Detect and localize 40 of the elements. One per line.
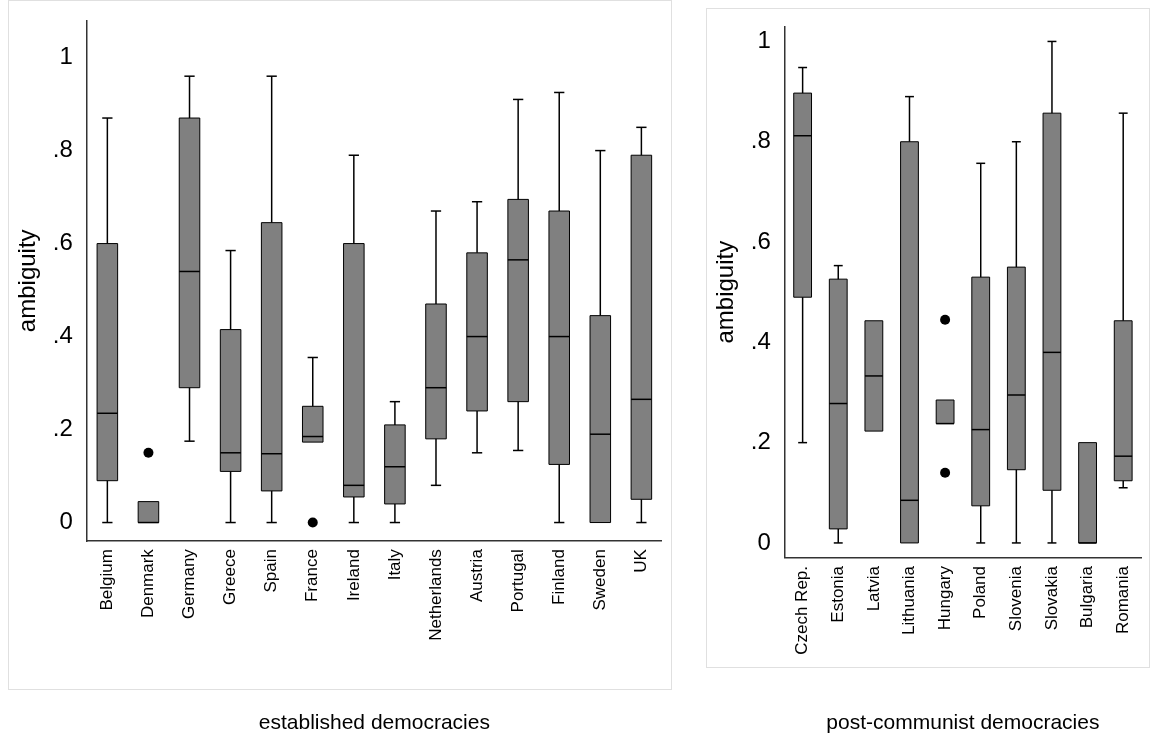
x-tick-label: UK xyxy=(631,548,651,573)
x-tick-label: Latvia xyxy=(863,565,883,612)
x-tick-label: Spain xyxy=(261,549,281,593)
y-tick-label: 0 xyxy=(757,527,771,555)
x-tick-label: Sweden xyxy=(589,549,609,611)
x-tick-label: France xyxy=(302,549,322,603)
x-tick-label: Belgium xyxy=(97,549,117,611)
x-tick-label: Germany xyxy=(179,548,199,620)
x-tick-label: Greece xyxy=(220,549,240,605)
x-tick-label: Netherlands xyxy=(425,549,445,641)
x-tick-label: Czech Rep. xyxy=(792,565,812,655)
x-tick-label: Estonia xyxy=(827,565,847,623)
x-tick-label: Hungary xyxy=(934,565,954,631)
y-tick-label: 0 xyxy=(59,507,73,535)
y-tick-label: .8 xyxy=(52,135,73,163)
y-tick-label: .4 xyxy=(52,321,73,349)
y-tick-label: .4 xyxy=(750,326,771,354)
y-tick-label: .8 xyxy=(750,126,771,154)
x-tick-label: Bulgaria xyxy=(1077,565,1097,629)
y-tick-label: .2 xyxy=(750,427,771,455)
x-tick-label: Austria xyxy=(466,548,486,603)
x-tick-label: Slovenia xyxy=(1006,565,1026,632)
y-axis-title: ambiguity xyxy=(13,229,41,333)
x-tick-label: Portugal xyxy=(507,549,527,613)
x-tick-label: Italy xyxy=(384,548,404,581)
x-tick-label: Ireland xyxy=(343,549,363,602)
x-tick-label: Romania xyxy=(1112,565,1132,635)
y-tick-label: 1 xyxy=(757,26,771,54)
y-axis-title: ambiguity xyxy=(711,240,739,344)
x-axis-title: established democracies xyxy=(258,710,490,734)
x-tick-label: Lithuania xyxy=(899,565,919,635)
x-axis-title: post-communist democracies xyxy=(826,710,1100,734)
x-tick-label: Poland xyxy=(970,565,990,619)
y-tick-label: 1 xyxy=(59,42,73,70)
x-tick-label: Denmark xyxy=(138,548,158,619)
y-tick-label: .6 xyxy=(750,226,771,254)
y-tick-label: .2 xyxy=(52,414,73,442)
y-tick-label: .6 xyxy=(52,228,73,256)
x-tick-label: Finland xyxy=(548,549,568,605)
x-tick-label: Slovakia xyxy=(1041,565,1061,631)
